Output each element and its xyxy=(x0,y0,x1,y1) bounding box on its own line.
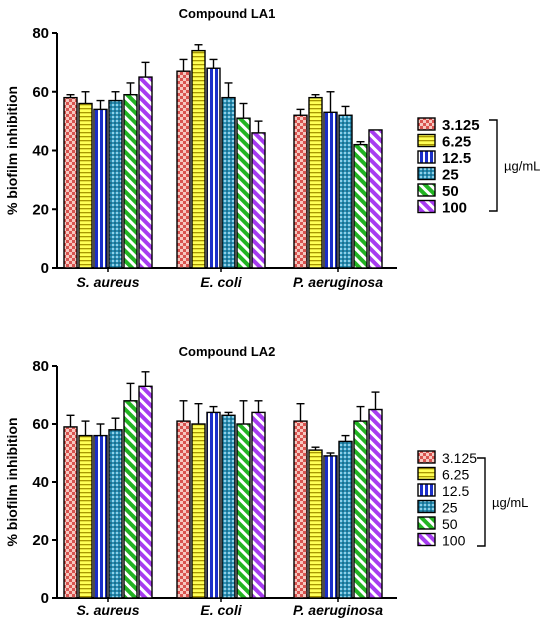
legend-bracket xyxy=(489,119,498,212)
legend-label-50: 50 xyxy=(442,516,458,532)
bar-3.125-0 xyxy=(63,96,78,269)
bar-6.25-1 xyxy=(191,423,206,599)
x-tick-label: E. coli xyxy=(200,274,242,290)
bar-50-1 xyxy=(236,117,251,269)
bar-3.125-0 xyxy=(63,426,78,599)
legend-swatch-25 xyxy=(417,166,436,181)
legend-label-25: 25 xyxy=(442,167,459,184)
bar-12.5-1 xyxy=(206,411,221,599)
legend-label-6.25: 6.25 xyxy=(442,467,469,483)
legend-label-25: 25 xyxy=(442,500,458,516)
bar-50-2 xyxy=(353,143,368,269)
x-tick-label: S. aureus xyxy=(76,602,139,618)
bar-100-0 xyxy=(138,76,153,269)
bar-50-0 xyxy=(123,93,138,269)
y-tick-label: 80 xyxy=(32,25,49,42)
bar-3.125-1 xyxy=(176,70,191,269)
bar-12.5-0 xyxy=(93,434,108,599)
charts-root: Compound LA1 % biofilm inhibition 0 20 40 60 8… xyxy=(4,6,540,618)
y-tick-label: 20 xyxy=(32,201,49,218)
legend-swatch-100 xyxy=(417,532,436,547)
y-tick-label: 0 xyxy=(41,260,49,277)
bar-25-2 xyxy=(338,440,353,599)
bar-6.25-2 xyxy=(308,449,323,599)
chart-title: Compound LA1 xyxy=(179,6,276,21)
bar-12.5-0 xyxy=(93,108,108,269)
bar-12.5-2 xyxy=(323,111,338,269)
y-tick-label: 0 xyxy=(41,590,49,607)
legend-label-3.125: 3.125 xyxy=(442,117,480,134)
x-tick-label: S. aureus xyxy=(76,274,139,290)
y-tick-label: 60 xyxy=(32,416,49,433)
bar-25-0 xyxy=(108,99,123,269)
chart-title: Compound LA2 xyxy=(179,344,276,359)
bar-3.125-2 xyxy=(293,114,308,269)
y-axis-label: % biofilm inhibition xyxy=(4,86,20,215)
y-tick-label: 60 xyxy=(32,84,49,101)
bar-25-2 xyxy=(338,114,353,269)
bar-100-1 xyxy=(251,132,266,269)
legend-label-100: 100 xyxy=(442,200,467,217)
y-tick-label: 40 xyxy=(32,143,49,160)
bar-25-0 xyxy=(108,429,123,599)
bar-12.5-2 xyxy=(323,455,338,599)
legend-label-12.5: 12.5 xyxy=(442,150,471,167)
legend-swatch-3.125 xyxy=(417,450,436,464)
y-tick-label: 40 xyxy=(32,474,49,491)
legend-swatch-3.125 xyxy=(417,117,436,131)
legend-swatch-12.5 xyxy=(417,150,436,164)
legend-label-6.25: 6.25 xyxy=(442,134,471,151)
chart-panel-2: Compound LA2 % biofilm inhibition 0 20 40 60 8… xyxy=(4,344,528,618)
x-tick-label: E. coli xyxy=(200,602,242,618)
bar-12.5-1 xyxy=(206,67,221,269)
legend-swatch-6.25 xyxy=(417,133,436,148)
bar-50-1 xyxy=(236,423,251,599)
bar-3.125-1 xyxy=(176,420,191,599)
bar-6.25-0 xyxy=(78,102,93,269)
bar-50-0 xyxy=(123,400,138,599)
bar-100-0 xyxy=(138,385,153,599)
legend-swatch-50 xyxy=(417,183,436,197)
unit-label: µg/mL xyxy=(504,159,540,174)
bar-100-2 xyxy=(368,408,383,599)
y-tick-label: 80 xyxy=(32,358,49,375)
x-tick-label: P. aeruginosa xyxy=(293,602,383,618)
bar-25-1 xyxy=(221,414,236,599)
bar-100-2 xyxy=(368,129,383,269)
legend-swatch-6.25 xyxy=(417,466,436,481)
legend-label-3.125: 3.125 xyxy=(442,450,477,466)
bar-25-1 xyxy=(221,96,236,269)
bar-3.125-2 xyxy=(293,420,308,599)
legend-swatch-25 xyxy=(417,499,436,514)
legend-swatch-50 xyxy=(417,516,436,530)
legend-label-12.5: 12.5 xyxy=(442,483,469,499)
y-axis-label: % biofilm inhibition xyxy=(4,417,20,546)
bar-50-2 xyxy=(353,420,368,599)
legend-swatch-100 xyxy=(417,199,436,214)
bar-6.25-1 xyxy=(191,49,206,269)
legend-swatch-12.5 xyxy=(417,483,436,497)
chart-panel-1: Compound LA1 % biofilm inhibition 0 20 40 60 8… xyxy=(4,6,540,290)
bar-100-1 xyxy=(251,411,266,599)
bar-6.25-0 xyxy=(78,434,93,599)
unit-label: µg/mL xyxy=(492,495,528,510)
x-tick-label: P. aeruginosa xyxy=(293,274,383,290)
y-tick-label: 20 xyxy=(32,532,49,549)
legend-label-50: 50 xyxy=(442,183,459,200)
bar-6.25-2 xyxy=(308,96,323,269)
legend-bracket xyxy=(477,457,486,547)
legend-label-100: 100 xyxy=(442,533,466,549)
